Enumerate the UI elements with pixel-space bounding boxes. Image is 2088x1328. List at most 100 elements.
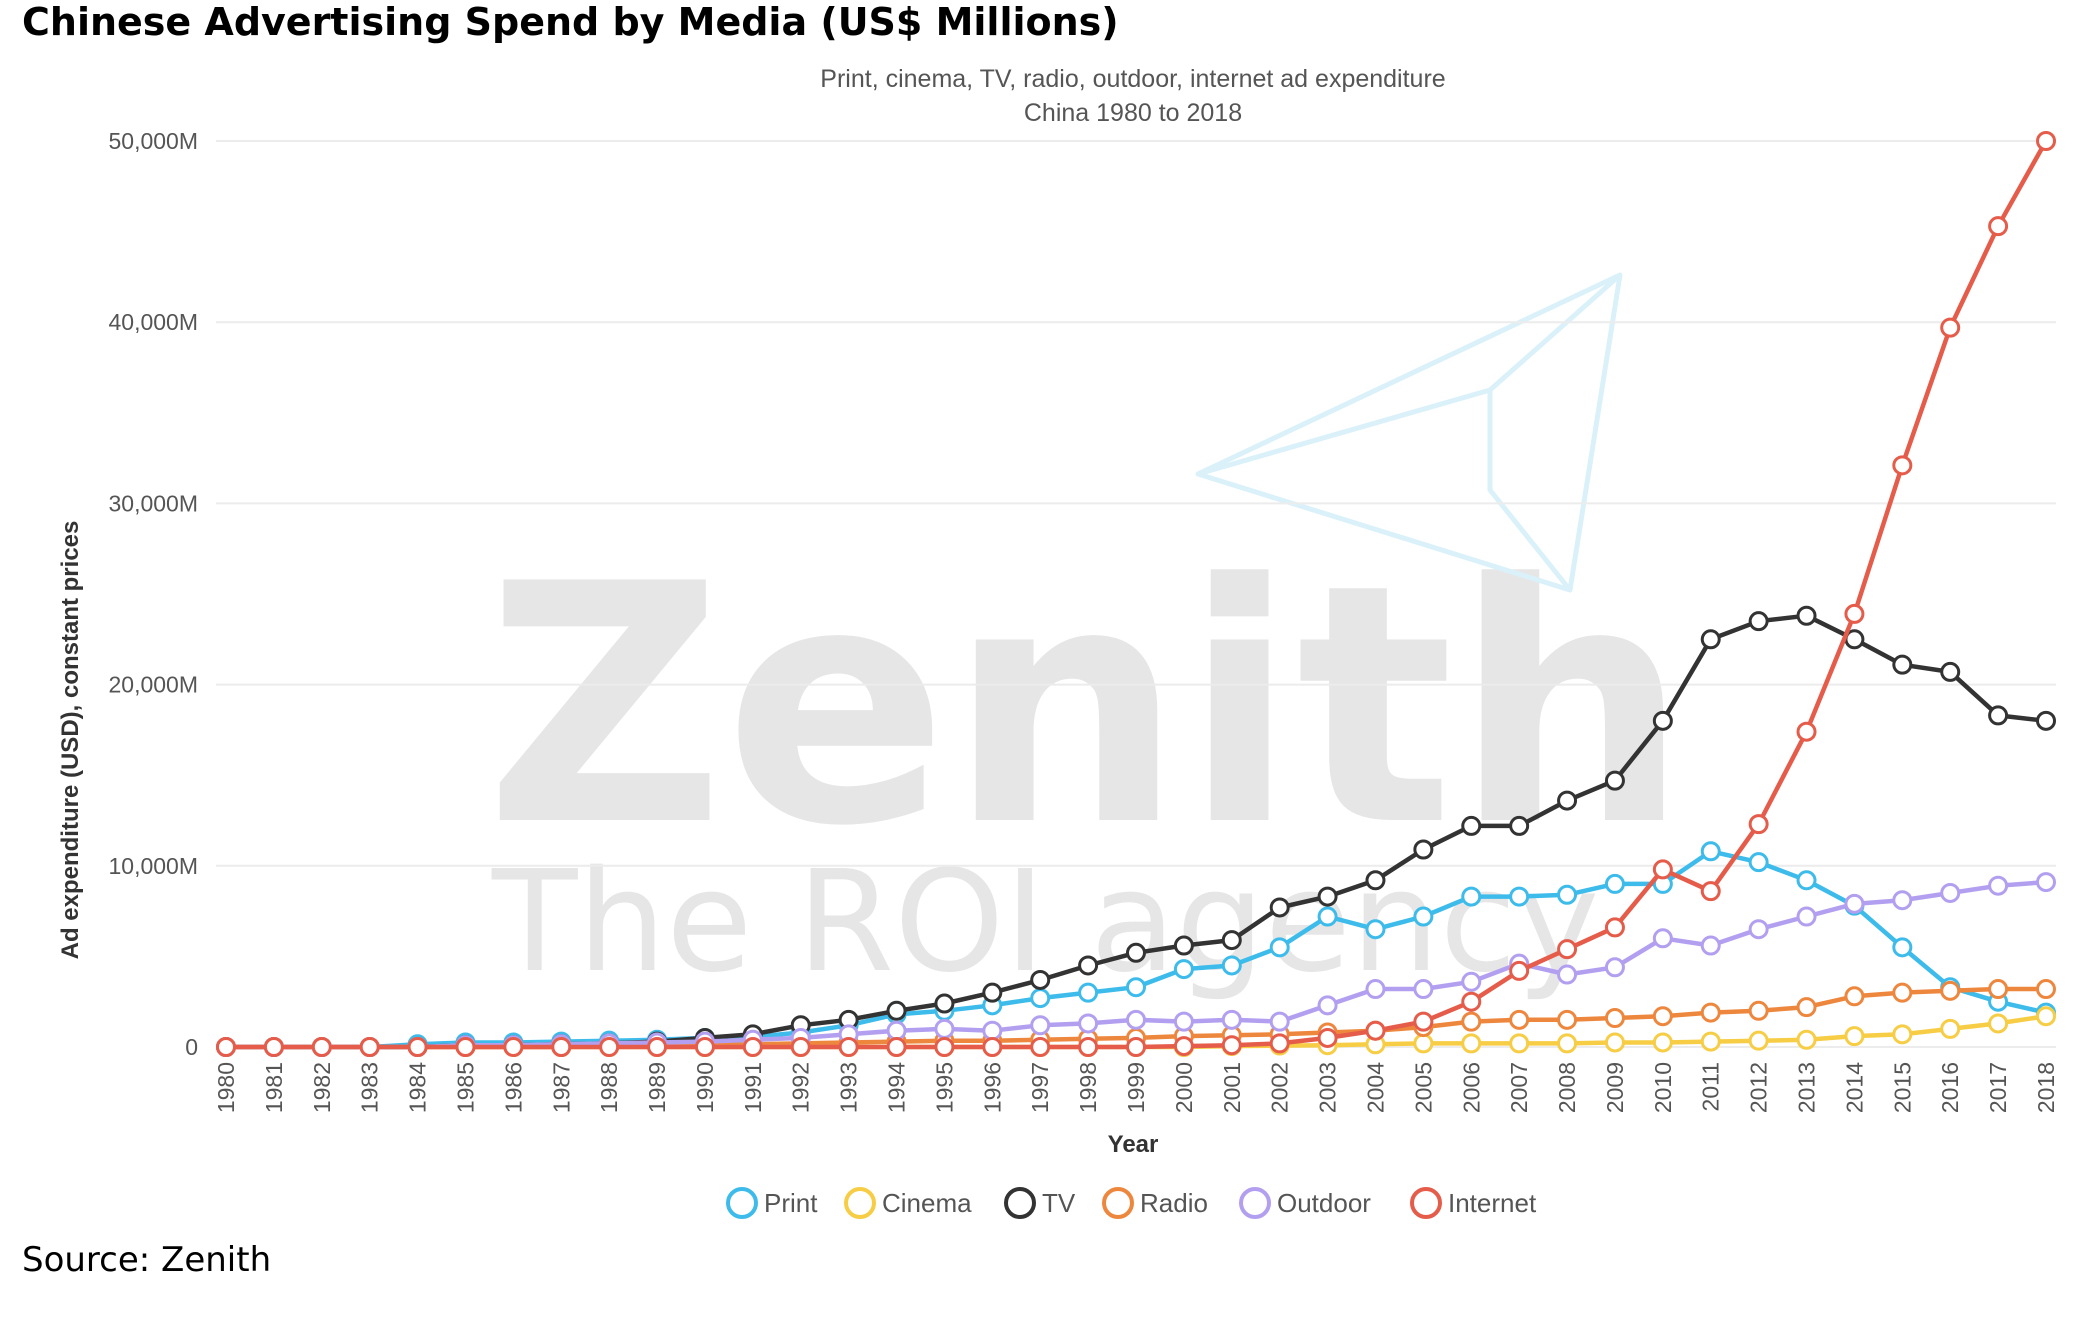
data-point-outdoor[interactable] [1173, 1011, 1194, 1032]
data-point-internet[interactable] [1988, 216, 2009, 237]
data-point-radio[interactable] [1509, 1009, 1530, 1030]
data-point-print[interactable] [1509, 886, 1530, 907]
data-point-internet[interactable] [359, 1037, 380, 1057]
data-point-internet[interactable] [1604, 917, 1625, 938]
data-point-cinema[interactable] [1700, 1031, 1721, 1052]
data-point-cinema[interactable] [1796, 1029, 1817, 1050]
data-point-tv[interactable] [1892, 654, 1913, 675]
legend-item-cinema[interactable]: Cinema [844, 1187, 972, 1219]
data-point-radio[interactable] [1748, 1000, 1769, 1021]
data-point-radio[interactable] [1557, 1009, 1578, 1030]
data-point-print[interactable] [1604, 873, 1625, 894]
data-point-radio[interactable] [1700, 1002, 1721, 1023]
legend[interactable]: Print Cinema TV Radio Outdoor Internet [726, 1187, 1537, 1219]
data-point-cinema[interactable] [1892, 1024, 1913, 1045]
data-point-internet[interactable] [1269, 1033, 1290, 1054]
data-point-tv[interactable] [1604, 770, 1625, 791]
data-point-print[interactable] [1700, 841, 1721, 862]
data-point-outdoor[interactable] [1461, 971, 1482, 992]
data-point-internet[interactable] [1126, 1037, 1146, 1057]
data-point-internet[interactable] [216, 1037, 236, 1057]
data-point-print[interactable] [1796, 870, 1817, 891]
data-point-cinema[interactable] [1461, 1033, 1482, 1054]
data-point-tv[interactable] [1365, 870, 1386, 891]
data-point-print[interactable] [1365, 919, 1386, 940]
data-point-outdoor[interactable] [1365, 979, 1386, 1000]
data-point-outdoor[interactable] [886, 1020, 907, 1041]
data-point-tv[interactable] [1269, 897, 1290, 918]
data-point-tv[interactable] [1030, 969, 1051, 990]
data-point-internet[interactable] [407, 1037, 428, 1057]
data-point-cinema[interactable] [2036, 1006, 2056, 1027]
data-point-outdoor[interactable] [1030, 1015, 1051, 1036]
data-point-internet[interactable] [263, 1037, 284, 1057]
data-point-internet[interactable] [1461, 991, 1482, 1012]
data-point-cinema[interactable] [1940, 1018, 1961, 1039]
data-point-outdoor[interactable] [2036, 872, 2056, 893]
legend-item-radio[interactable]: Radio [1102, 1187, 1208, 1219]
data-point-internet[interactable] [455, 1037, 476, 1057]
data-point-internet[interactable] [1317, 1027, 1338, 1048]
data-point-tv[interactable] [1317, 886, 1338, 907]
legend-item-internet[interactable]: Internet [1410, 1187, 1537, 1219]
data-point-cinema[interactable] [1748, 1030, 1769, 1051]
data-point-outdoor[interactable] [1413, 979, 1434, 1000]
data-point-outdoor[interactable] [1078, 1013, 1099, 1034]
data-point-tv[interactable] [1509, 815, 1530, 836]
data-point-print[interactable] [1269, 937, 1290, 958]
legend-item-tv[interactable]: TV [1004, 1187, 1076, 1219]
data-point-internet[interactable] [1796, 721, 1817, 742]
data-point-radio[interactable] [2036, 979, 2056, 1000]
data-point-tv[interactable] [1221, 930, 1242, 951]
data-point-print[interactable] [1173, 959, 1194, 980]
data-point-internet[interactable] [311, 1037, 332, 1057]
data-point-tv[interactable] [1461, 815, 1482, 836]
data-point-outdoor[interactable] [1988, 875, 2009, 896]
data-point-radio[interactable] [1461, 1011, 1482, 1032]
data-point-internet[interactable] [1221, 1035, 1242, 1056]
data-point-tv[interactable] [886, 1000, 907, 1021]
data-point-outdoor[interactable] [1126, 1009, 1146, 1030]
data-point-radio[interactable] [1940, 980, 1961, 1001]
data-point-tv[interactable] [1940, 661, 1961, 682]
data-point-internet[interactable] [1892, 455, 1913, 476]
data-point-internet[interactable] [838, 1037, 859, 1057]
data-point-outdoor[interactable] [1557, 964, 1578, 985]
data-point-tv[interactable] [1078, 955, 1099, 976]
data-point-print[interactable] [1892, 937, 1913, 958]
data-point-tv[interactable] [1173, 935, 1194, 956]
data-point-internet[interactable] [1557, 939, 1578, 960]
data-point-radio[interactable] [1604, 1008, 1625, 1029]
data-point-outdoor[interactable] [934, 1018, 955, 1039]
data-point-internet[interactable] [1509, 960, 1530, 981]
data-point-print[interactable] [1317, 906, 1338, 927]
data-point-outdoor[interactable] [1652, 928, 1673, 949]
data-point-outdoor[interactable] [1604, 957, 1625, 978]
data-point-tv[interactable] [1700, 629, 1721, 650]
data-point-internet[interactable] [1173, 1036, 1194, 1057]
data-point-print[interactable] [1748, 852, 1769, 873]
data-point-internet[interactable] [599, 1037, 620, 1057]
data-point-cinema[interactable] [1413, 1033, 1434, 1054]
data-point-internet[interactable] [1844, 603, 1865, 624]
data-point-outdoor[interactable] [1700, 935, 1721, 956]
data-point-cinema[interactable] [1509, 1033, 1530, 1054]
data-point-radio[interactable] [1796, 997, 1817, 1018]
data-point-internet[interactable] [1652, 859, 1673, 880]
data-point-internet[interactable] [886, 1037, 907, 1057]
data-point-outdoor[interactable] [1221, 1009, 1242, 1030]
data-point-outdoor[interactable] [1796, 906, 1817, 927]
data-point-print[interactable] [1078, 982, 1099, 1003]
data-point-print[interactable] [1557, 884, 1578, 905]
data-point-tv[interactable] [1748, 611, 1769, 632]
data-point-internet[interactable] [982, 1037, 1003, 1057]
data-point-tv[interactable] [1413, 839, 1434, 860]
data-point-print[interactable] [1413, 906, 1434, 927]
data-point-outdoor[interactable] [1892, 890, 1913, 911]
data-point-internet[interactable] [790, 1037, 811, 1057]
data-point-cinema[interactable] [1844, 1026, 1865, 1047]
data-point-internet[interactable] [647, 1037, 668, 1057]
data-point-tv[interactable] [1652, 710, 1673, 731]
data-point-radio[interactable] [1844, 986, 1865, 1007]
data-point-print[interactable] [1126, 977, 1146, 998]
